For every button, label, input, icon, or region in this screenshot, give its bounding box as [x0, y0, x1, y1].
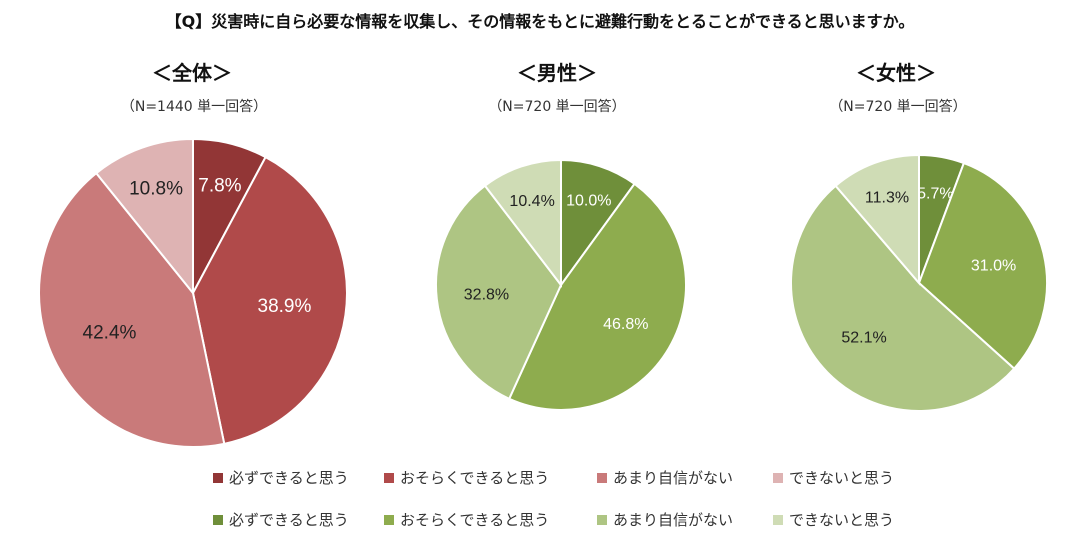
pie-total-slice — [191, 155, 348, 445]
legend-row-red: 必ずできると思う おそらくできると思う あまり自信がない できないと思う — [0, 467, 1080, 491]
legend-swatch — [597, 472, 607, 483]
legend-label: おそらくできると思う — [400, 511, 550, 529]
pie-male-data-label: 32.8% — [464, 286, 509, 303]
pie-male-slice — [483, 158, 562, 288]
legend-label: できないと思う — [789, 469, 895, 487]
pie-female-data-label: 5.7% — [917, 185, 953, 202]
pie-male-slice — [560, 158, 636, 289]
pie-total-title: ＜全体＞ — [152, 61, 232, 85]
legend-label: おそらくできると思う — [400, 469, 550, 487]
question-title: 【Q】災害時に自ら必要な情報を収集し、その情報をもとに避難行動をとることができる… — [165, 12, 915, 31]
pie-total-data-label: 38.9% — [258, 296, 312, 317]
pie-male-slice — [435, 184, 563, 401]
pie-total-data-label: 42.4% — [83, 323, 137, 344]
legend-swatch — [213, 472, 223, 483]
pie-total-data-label: 7.8% — [198, 175, 241, 196]
legend-swatch — [773, 514, 783, 525]
pie-female-slice — [834, 153, 920, 286]
legend-item: おそらくできると思う — [384, 467, 549, 488]
legend-swatch — [213, 514, 223, 525]
pie-female-subtitle: （N=720 単一回答） — [829, 99, 967, 115]
legend-item: あまり自信がない — [597, 509, 733, 530]
legend-swatch — [773, 472, 783, 483]
pie-female-data-label: 11.3% — [865, 190, 909, 207]
legend-item: あまり自信がない — [597, 467, 733, 488]
legend-row-green: 必ずできると思う おそらくできると思う あまり自信がない できないと思う — [0, 509, 1080, 533]
legend-swatch — [384, 514, 394, 525]
legend-item: 必ずできると思う — [213, 509, 349, 530]
pie-total-slice — [38, 171, 226, 448]
legend-item: 必ずできると思う — [213, 467, 349, 488]
pie-total-data-label: 10.8% — [129, 178, 183, 199]
pie-male-title: ＜男性＞ — [517, 61, 597, 85]
pie-total-slice — [94, 137, 194, 296]
pie-male-subtitle: （N=720 単一回答） — [488, 99, 626, 115]
legend-item: できないと思う — [773, 467, 894, 488]
pie-female-slice — [790, 184, 1016, 412]
legend-label: 必ずできると思う — [229, 469, 349, 487]
pie-male-data-label: 10.0% — [566, 192, 611, 209]
pie-female-title: ＜女性＞ — [856, 61, 936, 85]
legend-label: できないと思う — [789, 511, 895, 529]
legend-label: あまり自信がない — [613, 469, 734, 487]
legend-label: 必ずできると思う — [229, 511, 349, 529]
legend-swatch — [384, 472, 394, 483]
legend-label: あまり自信がない — [613, 511, 734, 529]
pie-female-data-label: 52.1% — [841, 330, 886, 347]
legend-swatch — [597, 514, 607, 525]
pie-male-data-label: 10.4% — [509, 193, 554, 210]
pie-female-data-label: 31.0% — [971, 258, 1016, 275]
pie-male-slice — [507, 182, 687, 411]
legend-item: できないと思う — [773, 509, 894, 530]
pie-total-subtitle: （N=1440 単一回答） — [120, 99, 268, 115]
pie-female-slice — [917, 161, 1048, 371]
legend-item: おそらくできると思う — [384, 509, 549, 530]
pie-male-data-label: 46.8% — [603, 316, 648, 333]
